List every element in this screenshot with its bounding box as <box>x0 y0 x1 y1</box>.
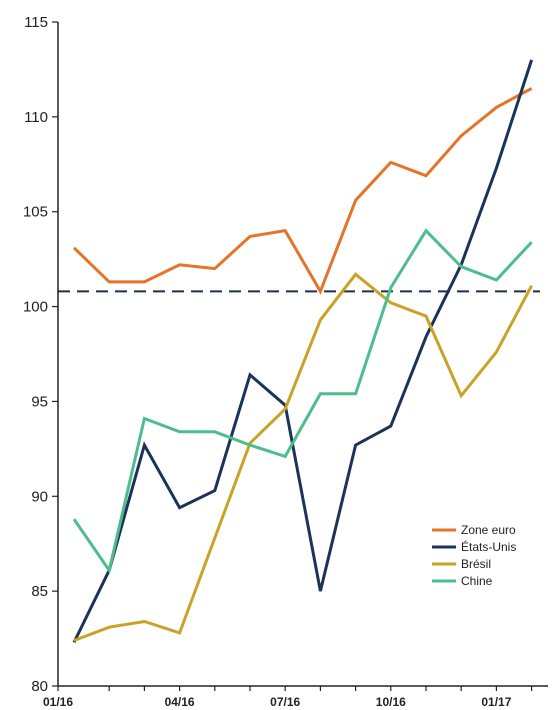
y-tick-label: 95 <box>31 393 48 410</box>
x-tick-label: 07/16 <box>270 695 300 709</box>
series-line-3 <box>72 228 533 574</box>
y-tick-label: 80 <box>31 678 48 695</box>
legend-label: États-Unis <box>461 539 516 554</box>
y-tick-label: 110 <box>24 109 48 126</box>
legend-label: Chine <box>461 574 493 588</box>
legend: Zone euro États-Unis Brésil Chine <box>432 523 516 588</box>
x-tick-label: 01/16 <box>43 695 73 709</box>
y-tick-label: 90 <box>31 488 48 505</box>
x-tick-label: 04/16 <box>165 695 195 709</box>
series-line-0 <box>72 87 533 295</box>
y-tick-label: 85 <box>31 583 48 600</box>
x-tick-label: 01/17 <box>481 695 511 709</box>
series-line-2 <box>73 272 533 642</box>
y-tick-label: 105 <box>23 204 48 221</box>
x-tick-label: 10/16 <box>376 695 406 709</box>
y-tick-label: 100 <box>23 299 48 316</box>
axes: 80 85 90 95 100 105 110 115 01/16 04/16 07/16 10/16… <box>23 14 548 709</box>
series-line-1 <box>72 59 534 644</box>
y-tick-label: 115 <box>24 14 48 31</box>
series-layer <box>72 59 534 644</box>
legend-label: Zone euro <box>461 523 516 537</box>
legend-label: Brésil <box>461 557 491 571</box>
